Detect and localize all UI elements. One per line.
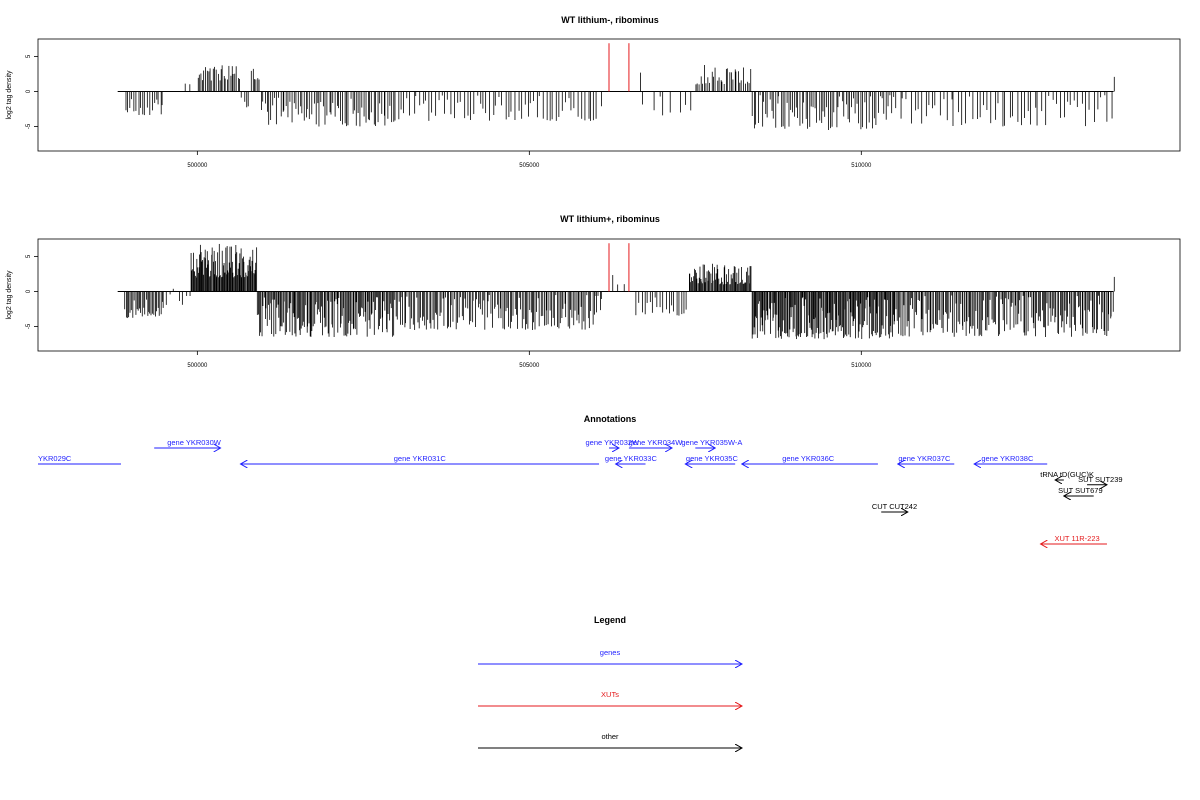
feature-label: tRNA tD(GUC)K [1040,470,1094,479]
feature-label: gene YKR036C [782,454,835,463]
legend-item: genes [478,648,742,664]
annotation-feature: tRNA tD(GUC)K [1040,470,1094,480]
annotation-feature: XUT 11R-223 [1041,534,1107,544]
track-panel-1: WT lithium-, ribominus -5 0 5 500000 505000 5… [6,15,1181,169]
y-tick-label: 0 [26,289,32,293]
feature-label: gene YKR037C [898,454,951,463]
y-axis-label-2: log2 tag density [6,270,13,320]
feature-label: YKR029C [38,454,72,463]
y-tick-label: 5 [26,254,32,258]
feature-label: gene YKR031C [394,454,447,463]
y-axis-label-1: log2 tag density [6,70,13,120]
legend-label: other [601,732,619,741]
x-tick-label: 500000 [187,363,208,369]
signal-bars-2 [117,243,1115,340]
y-tick-label: 5 [26,54,32,58]
feature-label: gene YKR034W [629,438,684,447]
feature-label: SUT SUT239 [1078,475,1122,484]
feature-label: gene YKR038C [981,454,1034,463]
track-panel-2: WT lithium+, ribominus -5 0 5 500000 505000 5… [6,214,1181,369]
legend-item: other [478,732,742,748]
annotation-feature: gene YKR031C [241,454,600,464]
annotation-feature: CUT CUT242 [872,502,917,512]
annotation-features: YKR029C gene YKR030W gene YKR031C gene YKR0… [38,438,1123,544]
annotation-feature: gene YKR035C [685,454,738,464]
feature-label: gene YKR035C [686,454,739,463]
feature-label: gene YKR030W [167,438,222,447]
annotation-feature: gene YKR033C [605,454,658,464]
track-title-2: WT lithium+, ribominus [560,214,660,224]
x-tick-label: 505000 [519,363,540,369]
feature-label: gene YKR032W [585,438,640,447]
legend-items: genes XUTs other [478,648,742,748]
legend-label: genes [600,648,621,657]
feature-label: XUT 11R-223 [1055,534,1100,543]
signal-bars-1 [117,65,1115,130]
annotation-feature: gene YKR037C [898,454,955,464]
annotation-feature: gene YKR030W [154,438,222,448]
axes-1: -5 0 5 500000 505000 510000 [26,54,872,169]
axes-2: -5 0 5 500000 505000 510000 [26,254,872,369]
plot-frame-2 [37,238,1181,352]
annotation-feature: gene YKR032W [585,438,640,448]
highlight-lines-1 [608,43,630,92]
x-tick-label: 500000 [187,163,208,169]
legend-item: XUTs [478,690,742,706]
legend: Legend genes XUTs other [478,615,742,748]
y-tick-label: -5 [26,323,32,329]
annotation-feature: gene YKR038C [974,454,1048,464]
y-tick-label: -5 [26,123,32,129]
legend-label: XUTs [601,690,619,699]
annotation-feature: gene YKR036C [742,454,878,464]
feature-label: CUT CUT242 [872,502,917,511]
x-tick-label: 510000 [851,363,872,369]
x-tick-label: 505000 [519,163,540,169]
feature-label: gene YKR033C [605,454,658,463]
annotation-feature: SUT SUT679 [1058,486,1103,496]
highlight-lines-2 [608,243,630,292]
annotation-feature: gene YKR035W-A [681,438,742,448]
annotation-feature: SUT SUT239 [1078,475,1123,485]
feature-label: SUT SUT679 [1058,486,1102,495]
annotations-title: Annotations [584,414,637,424]
annotation-feature: YKR029C [38,454,121,465]
annotation-feature: gene YKR034W [629,438,684,448]
x-tick-label: 510000 [851,163,872,169]
y-tick-label: 0 [26,89,32,93]
track-title-1: WT lithium-, ribominus [561,15,659,25]
legend-title: Legend [594,615,626,625]
plot-frame-1 [37,38,1181,152]
annotations-track: Annotations YKR029C gene YKR030W gene YKR0… [38,414,1123,544]
feature-label: gene YKR035W-A [681,438,742,447]
